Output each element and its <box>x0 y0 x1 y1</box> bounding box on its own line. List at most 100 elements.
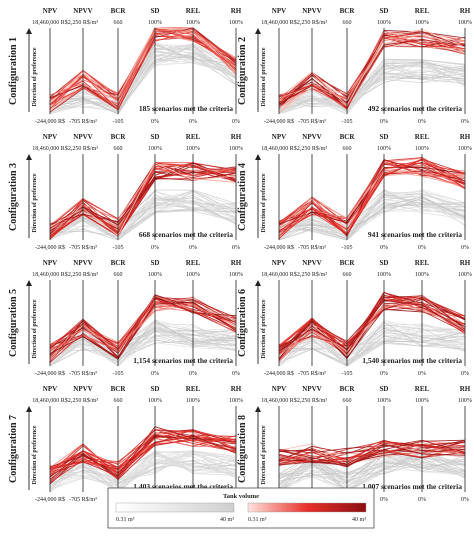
tick-top-npvv: 2,250 R$/m³ <box>297 271 327 278</box>
axis-label-npvv: NPVV <box>302 7 321 15</box>
axis-label-sd: SD <box>380 259 389 267</box>
tick-top-bcr: 660 <box>114 272 123 278</box>
axis-label-npv: NPV <box>272 133 286 141</box>
scenario-line-red <box>278 158 466 236</box>
tick-top-bcr: 660 <box>114 146 123 152</box>
scenario-line-grey <box>49 330 237 358</box>
tick-bottom-sd: 0% <box>151 245 159 251</box>
scenario-line-red <box>278 169 466 238</box>
tick-bottom-sd: 0% <box>151 371 159 377</box>
legend-red-bar <box>247 502 367 513</box>
tick-top-sd: 100% <box>148 146 162 152</box>
axis-label-sd: SD <box>380 7 389 15</box>
scenario-line-red <box>49 304 237 348</box>
scenario-line-grey <box>49 336 237 367</box>
axis-label-rh: RH <box>231 133 242 141</box>
tick-bottom-npv: -244,000 R$ <box>264 244 294 251</box>
tick-bottom-npv: -244,000 R$ <box>35 118 65 125</box>
tick-top-npv: 18,460,000 R$ <box>261 145 297 152</box>
axis-label-rh: RH <box>460 385 471 393</box>
tick-bottom-rh: 0% <box>461 119 469 125</box>
scenario-line-red <box>278 162 466 235</box>
tick-top-rh: 100% <box>229 272 243 278</box>
tick-top-rel: 100% <box>186 272 200 278</box>
scenario-line-red <box>278 306 466 349</box>
tick-bottom-sd: 0% <box>151 119 159 125</box>
scenarios-met-annotation: 1,540 scenarios met the criteria <box>362 356 462 365</box>
axis-label-npvv: NPVV <box>302 133 321 141</box>
scenario-line-red <box>278 166 466 229</box>
tick-top-npvv: 2,250 R$/m³ <box>68 145 98 152</box>
axis-label-sd: SD <box>380 133 389 141</box>
tick-bottom-bcr: -105 <box>342 245 353 251</box>
scenario-line-red <box>278 299 466 359</box>
tick-top-npv: 18,460,000 R$ <box>32 397 68 404</box>
tick-top-npvv: 2,250 R$/m³ <box>297 19 327 26</box>
scenario-line-red <box>278 299 466 352</box>
series-selected-scenarios <box>278 439 466 468</box>
direction-label: Direction of preference <box>261 425 267 484</box>
tick-bottom-bcr: -105 <box>113 371 124 377</box>
scenario-line-red <box>49 27 237 111</box>
scenario-line-red <box>278 298 466 351</box>
scenarios-met-annotation: 185 scenarios met the criteria <box>139 104 233 113</box>
axis-label-npv: NPV <box>43 7 57 15</box>
scenario-line-red <box>49 165 237 234</box>
panel-config-4: NPV NPVV BCR SD REL RH 18,460,000 R$ 2,250 R$/m… <box>237 133 472 251</box>
series-unselected-scenarios <box>278 188 466 241</box>
tick-top-npvv: 2,250 R$/m³ <box>68 19 98 26</box>
panel-config-3: NPV NPVV BCR SD REL RH 18,460,000 R$ 2,250 R$/m… <box>8 133 243 251</box>
axis-label-sd: SD <box>151 133 160 141</box>
tick-bottom-rel: 0% <box>418 371 426 377</box>
scenario-line-grey <box>49 328 237 352</box>
series-unselected-scenarios <box>278 450 466 493</box>
scenario-line-grey <box>49 452 237 474</box>
series-selected-scenarios <box>49 294 237 363</box>
tick-bottom-bcr: -105 <box>113 245 124 251</box>
tick-top-rel: 100% <box>415 20 429 26</box>
scenario-line-grey <box>278 197 466 230</box>
axis-label-sd: SD <box>380 385 389 393</box>
configuration-title: Configuration 5 <box>8 289 19 357</box>
panel-config-6: NPV NPVV BCR SD REL RH 18,460,000 R$ 2,250 R$/m… <box>237 259 472 377</box>
axis-label-npvv: NPVV <box>73 385 92 393</box>
tick-bottom-npv: -244,000 R$ <box>35 244 65 251</box>
direction-arrowhead <box>255 406 261 412</box>
tick-bottom-sd: 0% <box>380 497 388 503</box>
tick-top-rh: 100% <box>458 20 472 26</box>
scenario-line-grey <box>49 199 237 230</box>
tick-bottom-rh: 0% <box>232 119 240 125</box>
scenario-line-red <box>49 296 237 358</box>
scenario-line-red <box>49 435 237 471</box>
axis-label-npv: NPV <box>43 385 57 393</box>
tick-bottom-rel: 0% <box>418 119 426 125</box>
tick-bottom-npvv: -705 R$/m³ <box>69 496 97 503</box>
tick-top-npv: 18,460,000 R$ <box>261 397 297 404</box>
direction-label: Direction of preference <box>261 47 267 106</box>
direction-arrowhead <box>255 28 261 34</box>
scenario-line-grey <box>278 199 466 240</box>
configuration-title: Configuration 4 <box>237 163 248 231</box>
scenario-line-red <box>278 296 466 352</box>
direction-label: Direction of preference <box>32 425 38 484</box>
scenario-line-grey <box>278 450 466 478</box>
scenario-line-red <box>49 27 237 111</box>
legend-grey-min: 0.31 m³ <box>116 517 135 523</box>
panel-config-7: NPV NPVV BCR SD REL RH 18,460,000 R$ 2,250 R$/m… <box>8 385 243 503</box>
scenario-line-grey <box>49 323 237 366</box>
scenario-line-red <box>49 30 237 105</box>
axis-label-npv: NPV <box>43 259 57 267</box>
tick-top-rh: 100% <box>229 146 243 152</box>
tick-top-npv: 18,460,000 R$ <box>32 271 68 278</box>
tick-top-bcr: 660 <box>114 398 123 404</box>
tick-bottom-sd: 0% <box>380 245 388 251</box>
tick-bottom-npvv: -705 R$/m³ <box>69 118 97 125</box>
axis-label-npvv: NPVV <box>73 133 92 141</box>
scenario-line-red <box>49 305 237 351</box>
tick-top-rh: 100% <box>458 146 472 152</box>
scenario-line-red <box>278 28 466 107</box>
direction-label: Direction of preference <box>261 173 267 232</box>
tick-top-npv: 18,460,000 R$ <box>32 19 68 26</box>
legend-title: Tank volume <box>223 493 259 500</box>
direction-arrowhead <box>255 280 261 286</box>
